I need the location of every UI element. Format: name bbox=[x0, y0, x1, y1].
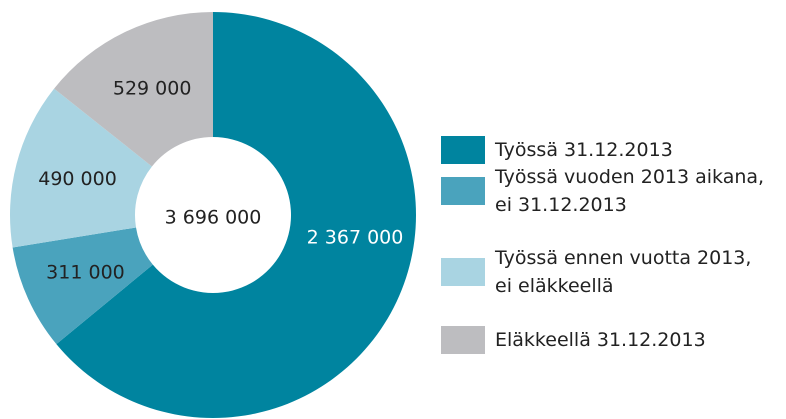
legend-label: Työssä vuoden 2013 aikana, ei 31.12.2013 bbox=[495, 166, 765, 216]
legend-item: Työssä vuoden 2013 aikana, ei 31.12.2013 bbox=[441, 163, 764, 219]
value-label: 490 000 bbox=[38, 168, 117, 190]
donut-slice bbox=[12, 227, 153, 345]
legend-swatch bbox=[441, 326, 485, 354]
value-label: 311 000 bbox=[46, 261, 125, 283]
legend-label: Työssä ennen vuotta 2013, ei eläkkeellä bbox=[495, 247, 752, 297]
donut-slice bbox=[54, 12, 213, 167]
legend-label: Työssä 31.12.2013 bbox=[495, 139, 673, 161]
value-label: 2 367 000 bbox=[307, 227, 404, 249]
center-label: 3 696 000 bbox=[165, 207, 262, 229]
donut-slice bbox=[56, 12, 417, 419]
legend-swatch bbox=[441, 258, 485, 286]
legend-swatch bbox=[441, 136, 485, 164]
legend-item: Eläkkeellä 31.12.2013 bbox=[441, 326, 706, 354]
legend-item: Työssä ennen vuotta 2013, ei eläkkeellä bbox=[441, 244, 751, 300]
legend-item: Työssä 31.12.2013 bbox=[441, 136, 673, 164]
donut-slice bbox=[9, 88, 152, 248]
legend-swatch bbox=[441, 177, 485, 205]
legend-label: Eläkkeellä 31.12.2013 bbox=[495, 329, 706, 351]
value-label: 529 000 bbox=[113, 77, 192, 99]
